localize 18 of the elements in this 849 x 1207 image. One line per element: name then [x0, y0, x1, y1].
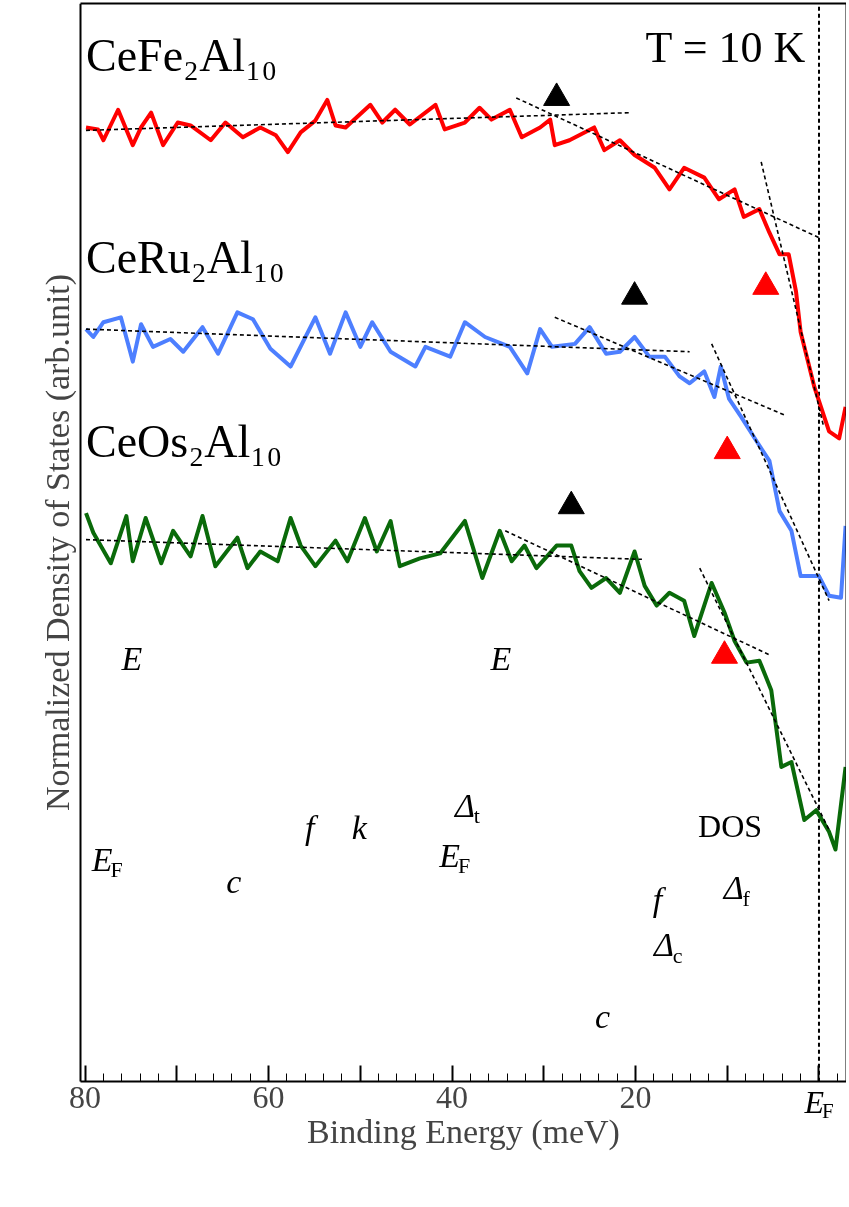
- annotation: f: [652, 881, 667, 919]
- x-tick-label: 80: [69, 1078, 102, 1115]
- annotation: c: [226, 863, 242, 901]
- x-axis-title: Binding Energy (meV): [307, 1112, 620, 1151]
- x-tick-label: 60: [252, 1078, 285, 1115]
- x-tick-label: 20: [619, 1078, 652, 1115]
- text: T = 10 K: [645, 23, 806, 73]
- annotation: k: [351, 809, 368, 847]
- annotation: DOS: [698, 807, 763, 844]
- series-label: CeRu₂Al₁₀: [86, 231, 285, 283]
- annotation: f: [305, 809, 320, 847]
- annotation: E: [120, 640, 143, 678]
- x-tick-label: 40: [436, 1078, 469, 1115]
- annotation: E: [489, 640, 512, 678]
- series-label: CeOs₂Al₁₀: [86, 415, 283, 467]
- series-label: CeFe₂Al₁₀: [86, 29, 278, 81]
- annotation: c: [594, 998, 611, 1036]
- y-axis-title: Normalized Density of States (arb.unit): [38, 273, 77, 812]
